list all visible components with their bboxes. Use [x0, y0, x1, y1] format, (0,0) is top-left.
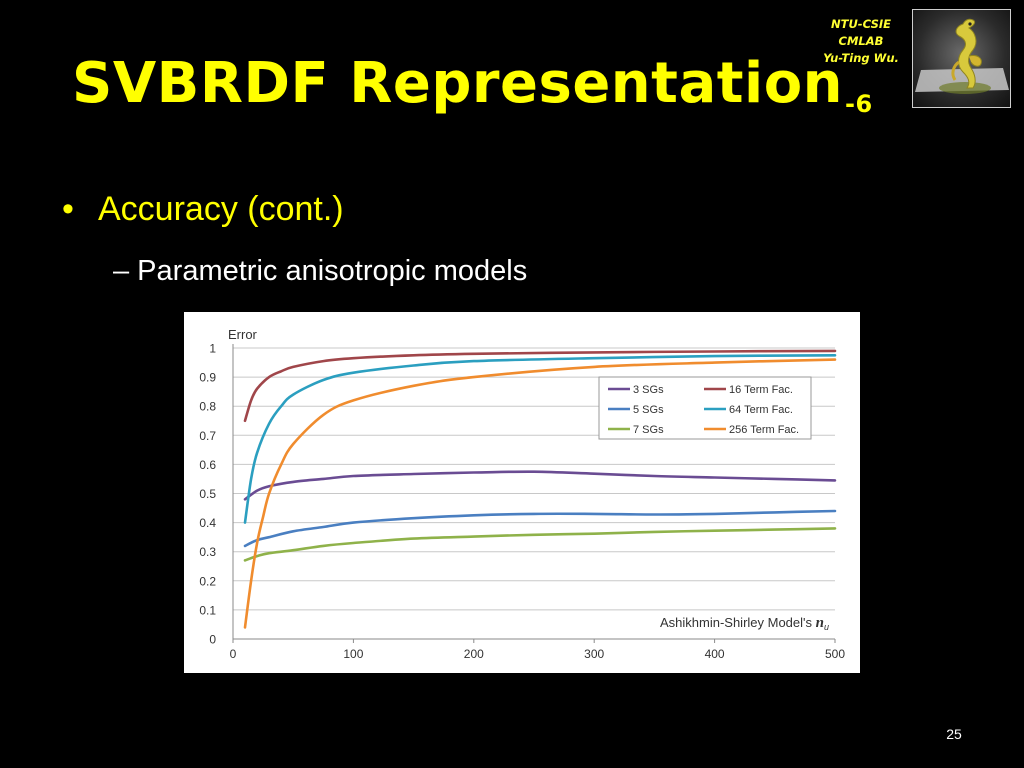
y-tick-label: 0.9 — [199, 371, 216, 385]
series-line-1 — [243, 470, 837, 501]
y-tick-label: 0.8 — [199, 400, 216, 414]
series-line-4 — [243, 349, 837, 423]
bullet-accuracy: • Accuracy (cont.) — [62, 190, 344, 229]
x-tick-label: 400 — [705, 647, 725, 661]
y-tick-label: 0.7 — [199, 429, 216, 443]
series-line-6 — [243, 358, 837, 629]
x-tick-label: 100 — [343, 647, 363, 661]
error-chart: 0 0.1 0.2 0.3 0.4 0.5 0.6 0.7 0.8 0.9 1 0 100 200 300 4… — [184, 312, 860, 673]
bullet-marker: • — [62, 190, 74, 228]
y-tick-label: 0 — [209, 633, 216, 647]
chart-svg: 0 0.1 0.2 0.3 0.4 0.5 0.6 0.7 0.8 0.9 1 0 100 200 300 4… — [199, 327, 845, 661]
x-axis-label: Ashikhmin-Shirley Model's nu — [660, 615, 829, 632]
title-suffix: -6 — [845, 90, 873, 118]
bullet-text: Accuracy (cont.) — [98, 190, 344, 228]
series-line-3 — [243, 527, 837, 562]
x-tick-label: 200 — [464, 647, 484, 661]
page-number: 25 — [946, 726, 962, 742]
slide-title: SVBRDF Representation-6 — [72, 56, 873, 118]
lab-credit-line-1: NTU-CSIE — [830, 17, 892, 31]
y-tick-label: 0.4 — [199, 516, 216, 530]
sub-bullet-parametric: – Parametric anisotropic models — [113, 255, 528, 287]
y-tick-label: 0.5 — [199, 487, 216, 501]
y-tick-label: 0.6 — [199, 458, 216, 472]
x-tick-label: 300 — [584, 647, 604, 661]
legend-label: 16 Term Fac. — [729, 384, 793, 396]
lab-credit: NTU-CSIE CMLAB Yu-Ting Wu. — [812, 16, 910, 67]
dragon-logo-image — [912, 9, 1011, 108]
dragon-icon — [915, 18, 1009, 94]
title-text: SVBRDF Representation — [72, 51, 844, 116]
y-axis-label: Error — [228, 327, 258, 342]
y-tick-label: 0.3 — [199, 545, 216, 559]
lab-credit-line-3: Yu-Ting Wu. — [823, 51, 899, 65]
legend-label: 64 Term Fac. — [729, 404, 793, 416]
x-tick-label: 500 — [825, 647, 845, 661]
series-line-5 — [243, 354, 837, 524]
lab-credit-line-2: CMLAB — [838, 34, 884, 48]
series-line-2 — [243, 509, 837, 548]
x-tick-label: 0 — [230, 647, 237, 661]
legend-label: 256 Term Fac. — [729, 424, 799, 436]
y-tick-label: 0.2 — [199, 574, 216, 588]
y-tick-label: 1 — [209, 342, 216, 356]
legend-label: 3 SGs — [633, 384, 664, 396]
legend-label: 5 SGs — [633, 404, 664, 416]
y-tick-label: 0.1 — [199, 603, 216, 617]
legend-label: 7 SGs — [633, 424, 664, 436]
